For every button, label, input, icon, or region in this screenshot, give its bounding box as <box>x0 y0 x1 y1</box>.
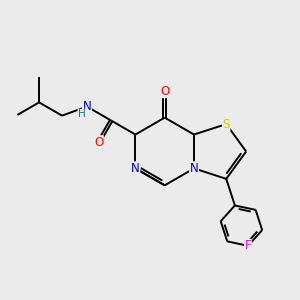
Text: N: N <box>82 100 91 113</box>
Text: O: O <box>94 136 103 149</box>
Text: O: O <box>160 85 169 98</box>
Text: N: N <box>131 162 140 175</box>
Text: S: S <box>223 118 230 130</box>
Text: F: F <box>245 239 251 252</box>
Text: N: N <box>190 162 198 175</box>
Text: H: H <box>78 109 86 119</box>
